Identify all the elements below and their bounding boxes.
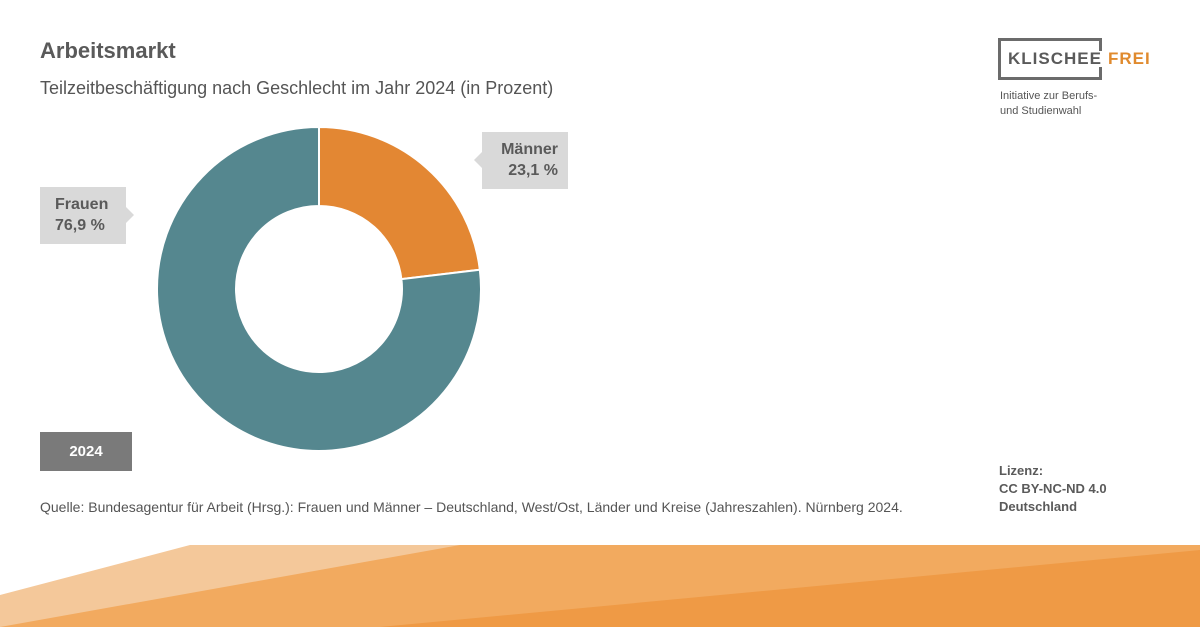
slice-label-maenner-value: 23,1 % xyxy=(508,162,558,179)
donut-chart xyxy=(156,125,482,452)
chart-title: Arbeitsmarkt xyxy=(40,38,176,63)
source-citation: Quelle: Bundesagentur für Arbeit (Hrsg.)… xyxy=(40,499,903,515)
logo-word-klischee: KLISCHEE xyxy=(1008,49,1102,68)
license-region: Deutschland xyxy=(999,499,1078,514)
slice-label-frauen-value: 76,9 % xyxy=(55,217,105,234)
slice-label-maenner: Männer 23,1 % xyxy=(474,132,568,189)
logo-tagline-line1: Initiative zur Berufs- xyxy=(1000,90,1098,102)
license-name: CC BY-NC-ND 4.0 xyxy=(999,481,1107,496)
slice-label-frauen-name: Frauen xyxy=(55,196,109,213)
slice-label-frauen: Frauen 76,9 % xyxy=(40,187,134,244)
logo-tagline-line2: und Studienwahl xyxy=(1000,105,1082,117)
slice-label-maenner-name: Männer xyxy=(501,141,558,158)
chart-subtitle: Teilzeitbeschäftigung nach Geschlecht im… xyxy=(40,78,554,98)
klischee-frei-logo[interactable]: KLISCHEE FREI Initiative zur Berufs- und… xyxy=(998,38,1168,118)
year-badge: 2024 xyxy=(40,432,132,471)
donut-slice-frauen xyxy=(156,125,482,452)
license-info: Lizenz: CC BY-NC-ND 4.0 Deutschland xyxy=(999,462,1107,516)
logo-frame xyxy=(998,38,1102,80)
logo-word-frei: FREI xyxy=(1108,49,1151,68)
donut-slice-maenner xyxy=(318,125,481,281)
license-heading: Lizenz: xyxy=(999,463,1044,478)
decorative-wave-footer xyxy=(0,540,1200,627)
